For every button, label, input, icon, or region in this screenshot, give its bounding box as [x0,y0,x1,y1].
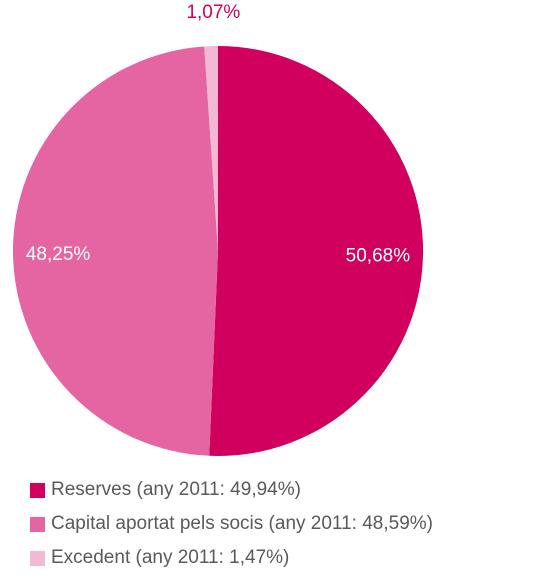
legend-swatch-reserves [30,482,45,498]
pie-slice-excedent [204,45,218,251]
legend-item-excedent: Excedent (any 2011: 1,47%) [30,541,433,575]
slice-label-excedent: 1,07% [186,2,240,23]
pie-slice-capital [12,46,218,456]
legend-item-reserves: Reserves (any 2011: 49,94%) [30,473,433,507]
legend-label-capital: Capital aportat pels socis (any 2011: 48… [51,513,433,534]
legend-swatch-capital [30,516,45,532]
legend-label-excedent: Excedent (any 2011: 1,47%) [51,547,290,568]
slice-label-reserves: 50,68% [346,245,411,266]
legend-swatch-excedent [30,550,45,566]
chart-legend: Reserves (any 2011: 49,94%) Capital apor… [30,473,433,575]
legend-label-reserves: Reserves (any 2011: 49,94%) [51,479,301,500]
legend-item-capital: Capital aportat pels socis (any 2011: 48… [30,507,433,541]
slice-label-capital: 48,25% [26,244,91,265]
pie-chart: 50,68% 48,25% 1,07% [12,2,424,456]
pie-slice-reserves [209,45,424,456]
